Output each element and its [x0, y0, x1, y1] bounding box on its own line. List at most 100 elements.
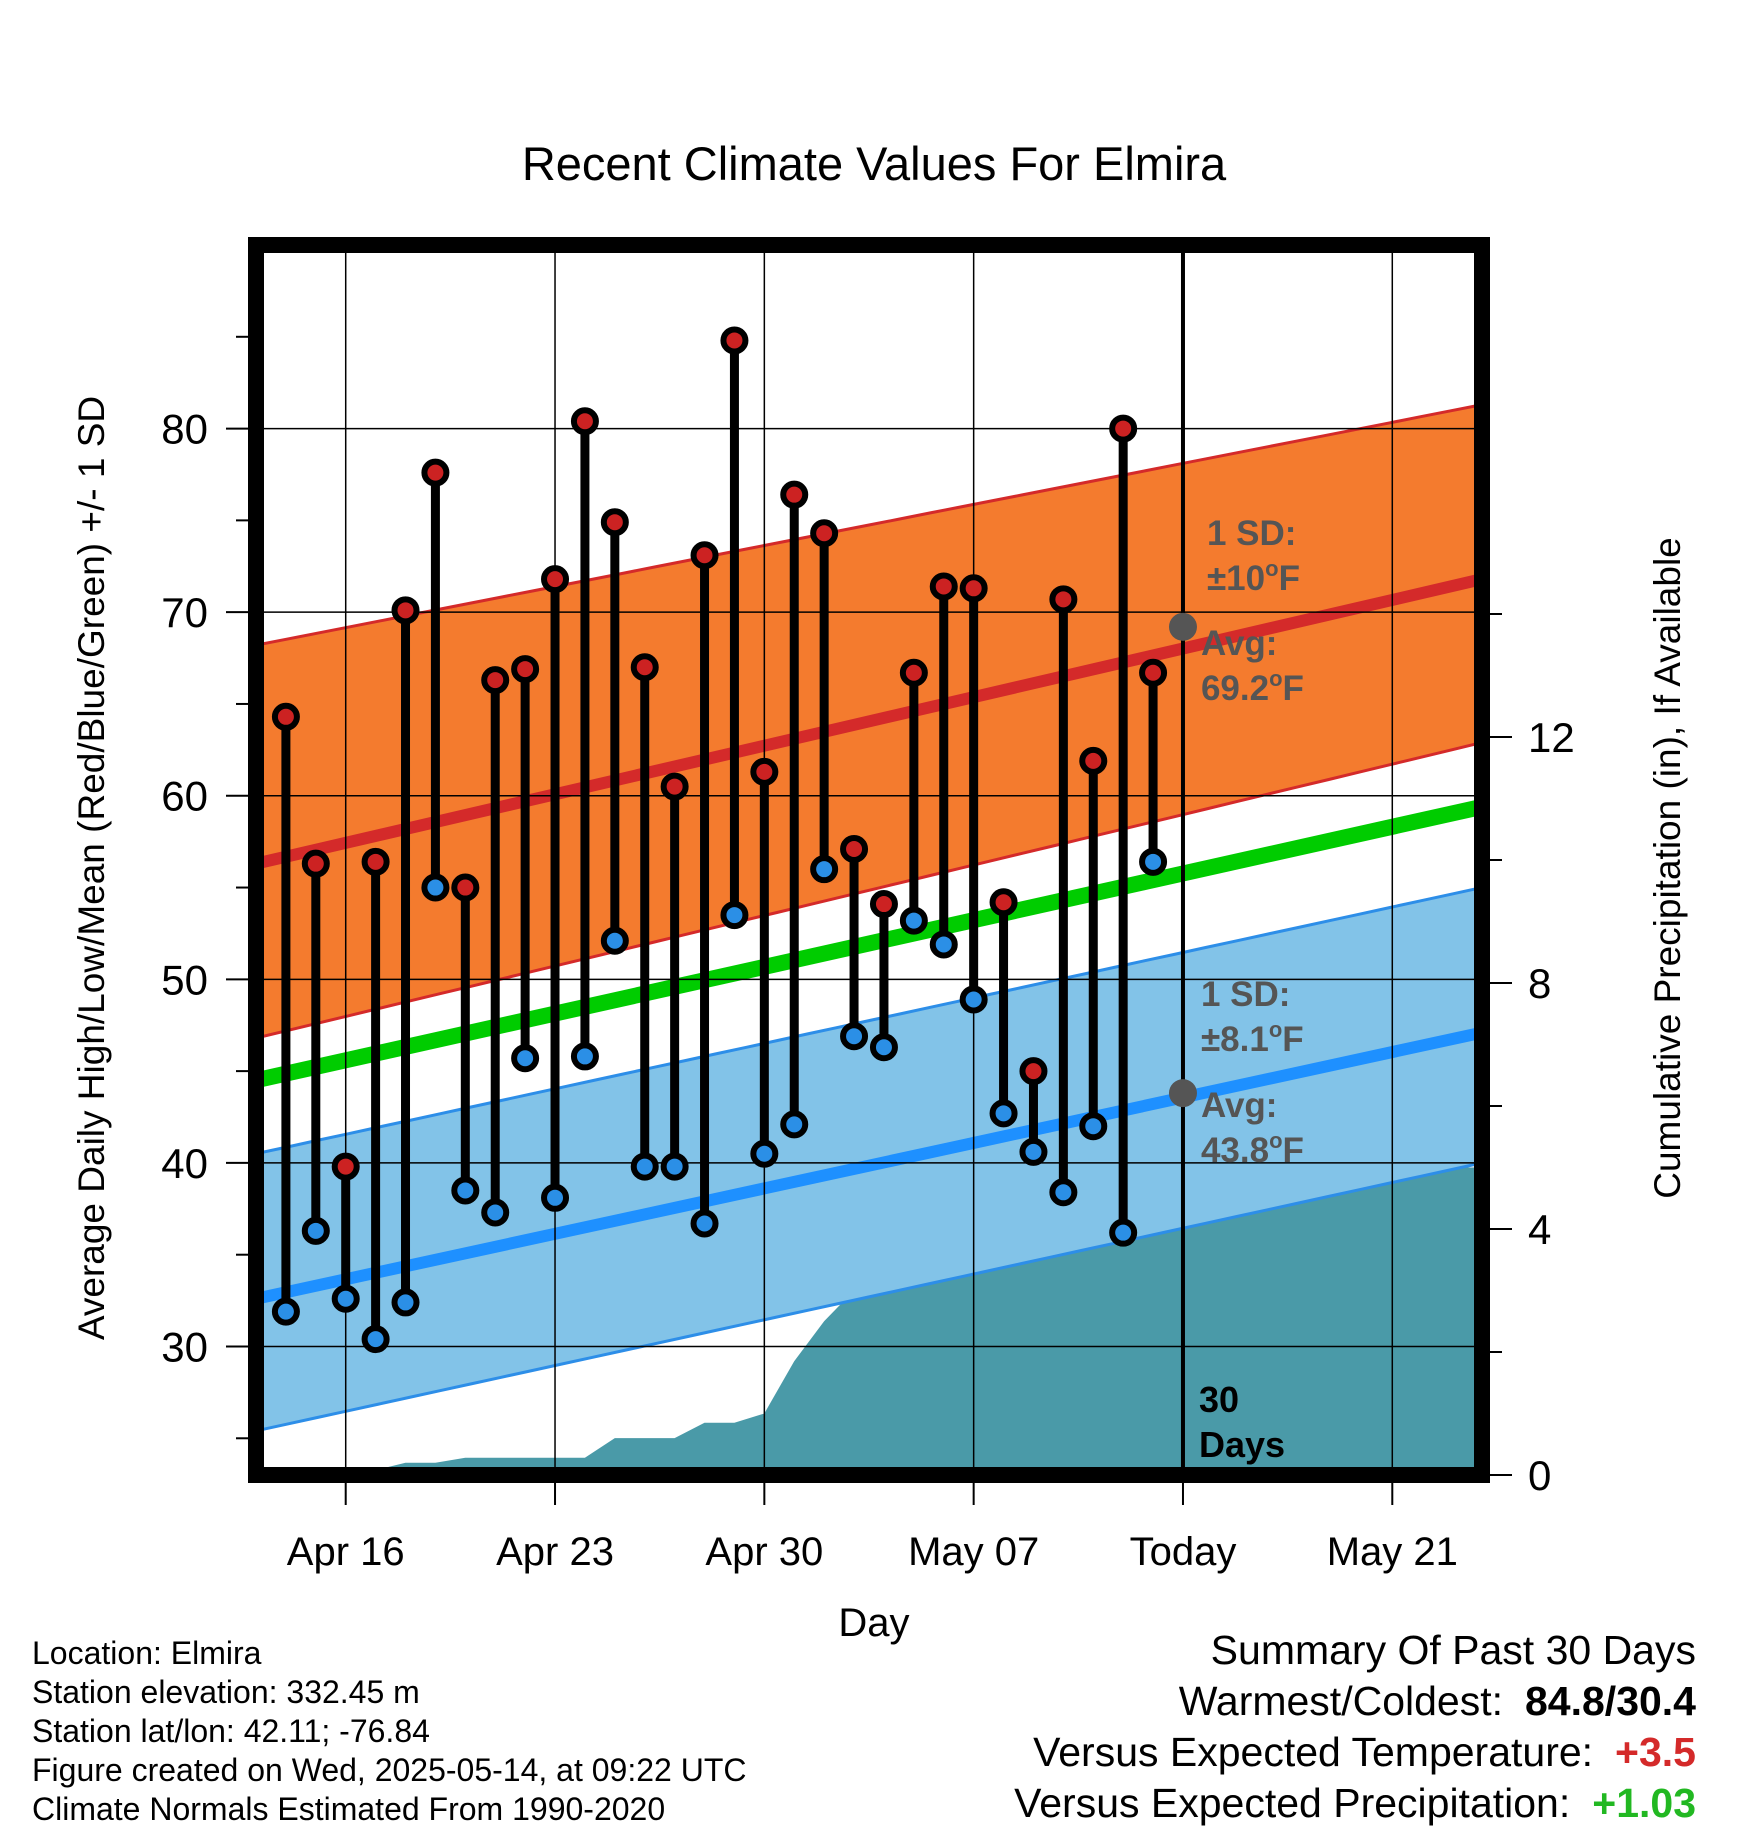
unit-symbol: F	[1282, 1020, 1303, 1059]
y-tick-label: 40	[161, 1140, 208, 1187]
daily-high-point	[959, 574, 988, 603]
y-tick-label: 30	[161, 1323, 208, 1370]
high-sd-label: 1 SD:	[1207, 514, 1296, 553]
x-tick-label: Apr 30	[705, 1530, 823, 1574]
daily-low-point	[361, 1325, 390, 1354]
today-high-avg-marker	[1168, 612, 1197, 641]
daily-high-point	[780, 480, 809, 509]
daily-low-point	[1139, 847, 1168, 876]
station-location: Location: Elmira	[32, 1635, 262, 1671]
daily-low-point	[421, 873, 450, 902]
y-tick-label: 60	[161, 773, 208, 820]
daily-high-point	[1109, 414, 1138, 443]
degree-symbol: o	[1269, 1017, 1282, 1042]
summary-panel: Summary Of Past 30 Days Warmest/Coldest:…	[1014, 1625, 1696, 1829]
x-axis-label: Day	[838, 1601, 909, 1645]
daily-high-point	[301, 849, 330, 878]
daily-low-point	[720, 901, 749, 930]
daily-low-point	[840, 1022, 869, 1051]
daily-high-point	[929, 572, 958, 601]
daily-high-point	[361, 847, 390, 876]
daily-low-point	[929, 930, 958, 959]
daily-low-point	[271, 1297, 300, 1326]
plot-frame	[248, 237, 1490, 1483]
y-tick-label: 50	[161, 956, 208, 1003]
y2-tick-label: 4	[1528, 1206, 1551, 1253]
daily-high-point	[421, 458, 450, 487]
daily-high-point	[391, 596, 420, 625]
daily-low-point	[959, 985, 988, 1014]
low-sd-label: 1 SD:	[1201, 975, 1290, 1014]
temp-anomaly-label: Versus Expected Temperature:	[1033, 1729, 1594, 1775]
daily-high-point	[810, 519, 839, 548]
daily-high-point	[1019, 1057, 1048, 1086]
climate-normals-note: Climate Normals Estimated From 1990-2020	[32, 1791, 666, 1827]
x-tick-label: May 07	[908, 1530, 1039, 1574]
warmest-coldest-label: Warmest/Coldest:	[1178, 1678, 1503, 1724]
daily-high-point	[720, 326, 749, 355]
daily-high-point	[690, 541, 719, 570]
daily-low-point	[1049, 1178, 1078, 1207]
daily-low-point	[570, 1042, 599, 1071]
daily-low-point	[1019, 1137, 1048, 1166]
daily-high-point	[331, 1152, 360, 1181]
daily-low-point	[989, 1099, 1018, 1128]
low-avg-value: 43.8oF	[1201, 1128, 1304, 1170]
normal-low-line	[256, 1026, 1482, 1305]
daily-high-point	[899, 658, 928, 687]
station-elevation: Station elevation: 332.45 m	[32, 1674, 420, 1710]
summary-warmest-coldest: Warmest/Coldest: 84.8/30.4	[1014, 1676, 1696, 1727]
degree-symbol: o	[1269, 666, 1282, 691]
high-sd-value: ±10oF	[1207, 556, 1300, 598]
daily-low-point	[511, 1044, 540, 1073]
station-info: Location: Elmira Station elevation: 332.…	[32, 1634, 746, 1829]
degree-symbol: o	[1269, 1128, 1282, 1153]
daily-high-point	[481, 666, 510, 695]
daily-low-point	[780, 1110, 809, 1139]
summary-temperature: Versus Expected Temperature: +3.5	[1014, 1727, 1696, 1778]
daily-high-point	[271, 702, 300, 731]
daily-low-point	[481, 1198, 510, 1227]
y2-tick-label: 0	[1528, 1452, 1551, 1499]
daily-low-point	[331, 1284, 360, 1313]
daily-high-point	[451, 873, 480, 902]
low-sd-value: ±8.1oF	[1201, 1017, 1304, 1059]
unit-symbol: F	[1283, 669, 1304, 708]
summary-title: Summary Of Past 30 Days	[1210, 1627, 1696, 1673]
y-tick-label: 80	[161, 406, 208, 453]
daily-high-point	[570, 407, 599, 436]
unit-symbol: F	[1279, 559, 1300, 598]
days-count-label: 30	[1199, 1379, 1239, 1420]
daily-high-point	[660, 772, 689, 801]
x-tick-label: Apr 16	[287, 1530, 405, 1574]
figure-created: Figure created on Wed, 2025-05-14, at 09…	[32, 1752, 747, 1788]
daily-low-point	[869, 1033, 898, 1062]
daily-low-point	[660, 1152, 689, 1181]
warmest-coldest-value: 84.8/30.4	[1525, 1678, 1696, 1724]
daily-low-point	[600, 926, 629, 955]
daily-low-point	[301, 1216, 330, 1245]
daily-high-point	[869, 890, 898, 919]
summary-precipitation: Versus Expected Precipitation: +1.03	[1014, 1778, 1696, 1829]
station-latlon: Station lat/lon: 42.11; -76.84	[32, 1713, 430, 1749]
daily-high-point	[600, 508, 629, 537]
daily-low-point	[1109, 1218, 1138, 1247]
daily-low-point	[1079, 1112, 1108, 1141]
daily-low-point	[451, 1176, 480, 1205]
daily-high-point	[541, 565, 570, 594]
axes: 30 40 50 60 70 80 0 4 8 12 Apr 16 Apr 23 Apr 30 May 0…	[161, 237, 1575, 1574]
high-avg-value: 69.2oF	[1201, 666, 1304, 708]
y2-tick-label: 12	[1528, 714, 1575, 761]
chart-title: Recent Climate Values For Elmira	[522, 137, 1227, 190]
daily-low-point	[541, 1183, 570, 1212]
normal-mean-line	[256, 798, 1482, 1089]
daily-low-point	[391, 1288, 420, 1317]
today-low-avg-marker	[1168, 1079, 1197, 1108]
low-avg-label: Avg:	[1201, 1086, 1277, 1125]
degree-symbol: o	[1265, 556, 1278, 581]
daily-high-point	[840, 834, 869, 863]
precipitation-area	[256, 1167, 1482, 1475]
